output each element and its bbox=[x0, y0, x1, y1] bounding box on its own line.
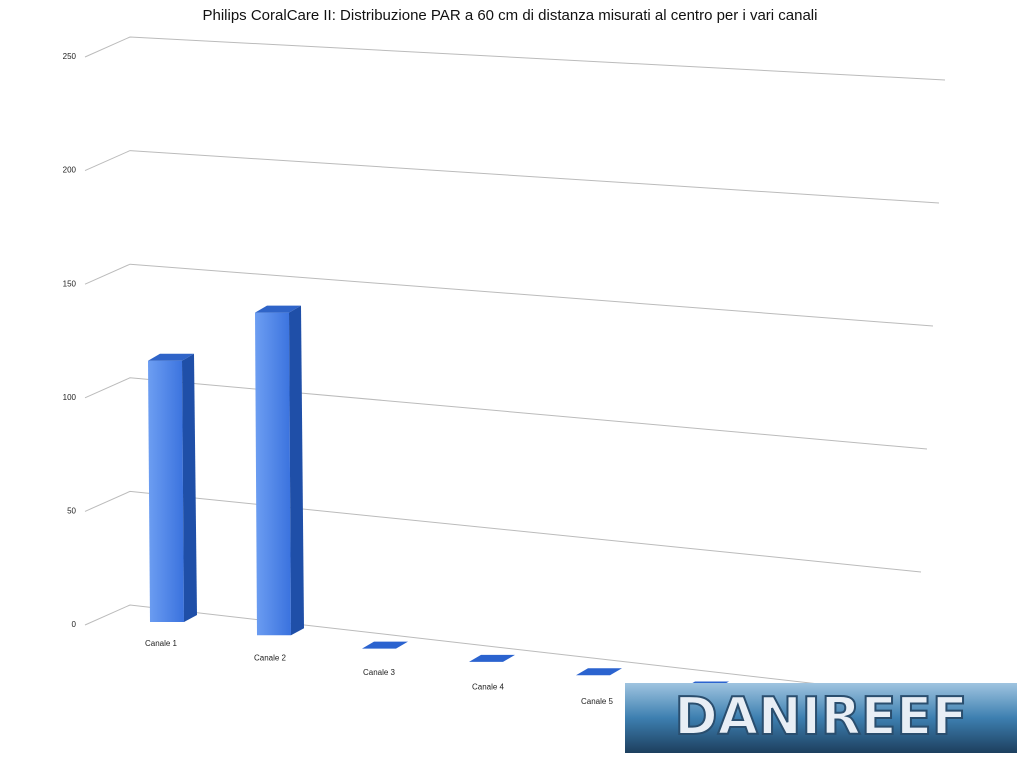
bar-top bbox=[576, 668, 622, 676]
bar-top bbox=[362, 641, 408, 649]
bar-side bbox=[289, 305, 304, 636]
grid-line bbox=[84, 604, 916, 696]
grid-line bbox=[84, 36, 946, 81]
x-tick-label: Canale 5 bbox=[581, 697, 614, 706]
bar-top bbox=[148, 353, 194, 361]
x-tick-label: Canale 2 bbox=[254, 654, 287, 663]
bar-side bbox=[182, 353, 197, 622]
grid-line bbox=[84, 490, 922, 573]
x-tick-label: Canale 4 bbox=[472, 683, 505, 692]
grid-line bbox=[84, 263, 934, 327]
bar-top bbox=[255, 305, 301, 313]
y-tick-label: 150 bbox=[63, 279, 77, 288]
y-tick-label: 0 bbox=[72, 620, 77, 629]
bar-front bbox=[255, 312, 291, 636]
watermark-text: DANIREEF bbox=[675, 687, 968, 747]
y-tick-label: 200 bbox=[63, 166, 77, 175]
grid-line bbox=[84, 150, 940, 204]
chart-title: Philips CoralCare II: Distribuzione PAR … bbox=[203, 7, 818, 24]
bar-front bbox=[148, 360, 184, 622]
watermark: DANIREEF bbox=[625, 683, 1017, 753]
x-tick-label: Canale 3 bbox=[363, 668, 396, 677]
plot-area: 0 50 100 150 200 250 Canale 1 Canale 2 Canale 3 C… bbox=[63, 36, 946, 706]
grid-line bbox=[84, 377, 928, 450]
bar-top bbox=[469, 654, 515, 662]
y-tick-label: 100 bbox=[63, 393, 77, 402]
x-tick-label: Canale 1 bbox=[145, 639, 178, 648]
y-tick-label: 50 bbox=[67, 507, 76, 516]
y-tick-label: 250 bbox=[63, 52, 77, 61]
watermark-background bbox=[625, 683, 1017, 753]
